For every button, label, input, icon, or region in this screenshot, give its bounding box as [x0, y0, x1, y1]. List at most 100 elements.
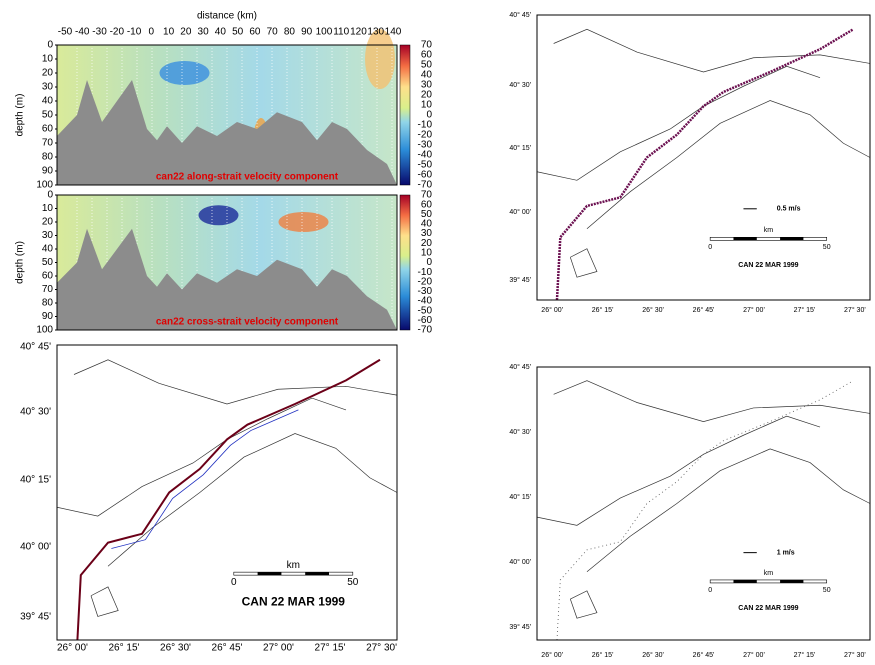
lat-label: 40° 45'	[509, 363, 531, 371]
x-tick-label: 130	[367, 27, 384, 38]
colorbar-label: 20	[421, 90, 433, 101]
seafloor	[57, 228, 397, 330]
x-tick-label: -40	[75, 27, 90, 38]
colorbar-label: 60	[421, 199, 433, 210]
y-tick-label: 0	[47, 190, 53, 201]
x-tick-label: -10	[127, 27, 142, 38]
y-tick-label: 100	[36, 180, 53, 191]
colorbar-label: -60	[418, 170, 433, 181]
lon-label: 27° 00'	[743, 306, 765, 314]
x-tick-label: 60	[249, 27, 261, 38]
lon-label: 26° 30'	[642, 306, 664, 314]
section-title: can22 along-strait velocity component	[156, 172, 339, 183]
scale-label: km	[764, 227, 774, 234]
scale-tick: 0	[708, 244, 712, 251]
lon-label: 27° 30'	[844, 306, 866, 314]
coastline	[107, 433, 398, 567]
colorbar-label: 10	[421, 100, 433, 111]
y-tick-label: 80	[42, 152, 54, 163]
colorbar-label: -70	[418, 325, 433, 336]
lon-label: 27° 15'	[794, 651, 816, 659]
scale-label: km	[764, 570, 774, 577]
x-tick-label: -30	[92, 27, 107, 38]
scale-tick: 0	[708, 587, 712, 594]
colorbar-label: -50	[418, 305, 433, 316]
y-tick-label: 10	[42, 54, 54, 65]
lon-label: 26° 15'	[109, 643, 140, 654]
lat-label: 40° 45'	[20, 342, 51, 353]
coastline	[553, 380, 871, 422]
scale-bar-seg	[780, 579, 804, 583]
colorbar-label: 50	[421, 209, 433, 220]
y-tick-label: 0	[47, 40, 53, 51]
colorbar-label: 70	[421, 40, 433, 51]
colorbar-label: -30	[418, 286, 433, 297]
lat-label: 39° 45'	[20, 612, 51, 623]
velocity-blob	[198, 205, 239, 226]
colorbar-label: -70	[418, 180, 433, 191]
colorbar-label: -10	[418, 120, 433, 131]
section-title: can22 cross-strait velocity component	[156, 317, 339, 328]
colorbar-label: 40	[421, 70, 433, 81]
vector-label: 1 m/s	[777, 549, 795, 556]
y-tick-label: 90	[42, 311, 54, 322]
scale-tick: 50	[823, 244, 831, 251]
y-tick-label: 90	[42, 166, 54, 177]
colorbar-label: 0	[426, 257, 432, 268]
coastline	[586, 448, 871, 573]
x-tick-label: 120	[350, 27, 367, 38]
y-tick-label: 100	[36, 325, 53, 336]
lat-label: 40° 00'	[509, 208, 531, 216]
lon-label: 26° 45'	[693, 651, 715, 659]
x-tick-label: 20	[180, 27, 192, 38]
y-tick-label: 60	[42, 271, 54, 282]
x-tick-label: 110	[333, 27, 349, 38]
colorbar-label: 30	[421, 228, 433, 239]
x-tick-label: 40	[215, 27, 227, 38]
x-tick-label: 140	[385, 27, 402, 38]
lon-label: 27° 30'	[844, 651, 866, 659]
lat-label: 40° 00'	[509, 558, 531, 566]
colorbar	[399, 194, 411, 331]
colorbar-label: -40	[418, 296, 433, 307]
scale-tick: 50	[347, 577, 359, 588]
coastline	[569, 590, 598, 619]
colorbar-label: 60	[421, 50, 433, 61]
x-tick-label: -20	[110, 27, 125, 38]
ship-track-alt	[111, 409, 299, 549]
x-tick-label: 70	[267, 27, 279, 38]
colorbar-label: -30	[418, 140, 433, 151]
lat-label: 40° 45'	[509, 11, 531, 19]
lat-label: 40° 15'	[509, 493, 531, 501]
colorbar-label: -20	[418, 130, 433, 141]
y-tick-label: 20	[42, 217, 54, 228]
lon-label: 27° 30'	[366, 643, 397, 654]
coastline	[536, 65, 821, 181]
coastline	[586, 100, 871, 230]
ship-track	[76, 358, 381, 641]
y-axis-label: depth (m)	[15, 94, 26, 137]
lat-label: 40° 30'	[20, 407, 51, 418]
y-axis-label: depth (m)	[15, 241, 26, 284]
coastline	[56, 397, 347, 517]
velocity-blob	[278, 212, 329, 232]
colorbar-label: 50	[421, 60, 433, 71]
coastline	[553, 28, 871, 73]
colorbar-label: 30	[421, 80, 433, 91]
y-tick-label: 40	[42, 96, 54, 107]
x-tick-label: 50	[232, 27, 244, 38]
x-tick-label: 30	[198, 27, 210, 38]
colorbar-label: 40	[421, 219, 433, 230]
x-tick-label: 80	[284, 27, 296, 38]
colorbar-label: -10	[418, 267, 433, 278]
seafloor	[57, 80, 397, 185]
x-tick-label: 90	[301, 27, 313, 38]
lon-label: 27° 15'	[315, 643, 346, 654]
scale-bar-seg	[305, 572, 329, 576]
colorbar-label: -50	[418, 160, 433, 171]
y-tick-label: 20	[42, 68, 54, 79]
lon-label: 27° 15'	[794, 306, 816, 314]
lat-label: 40° 00'	[20, 542, 51, 553]
